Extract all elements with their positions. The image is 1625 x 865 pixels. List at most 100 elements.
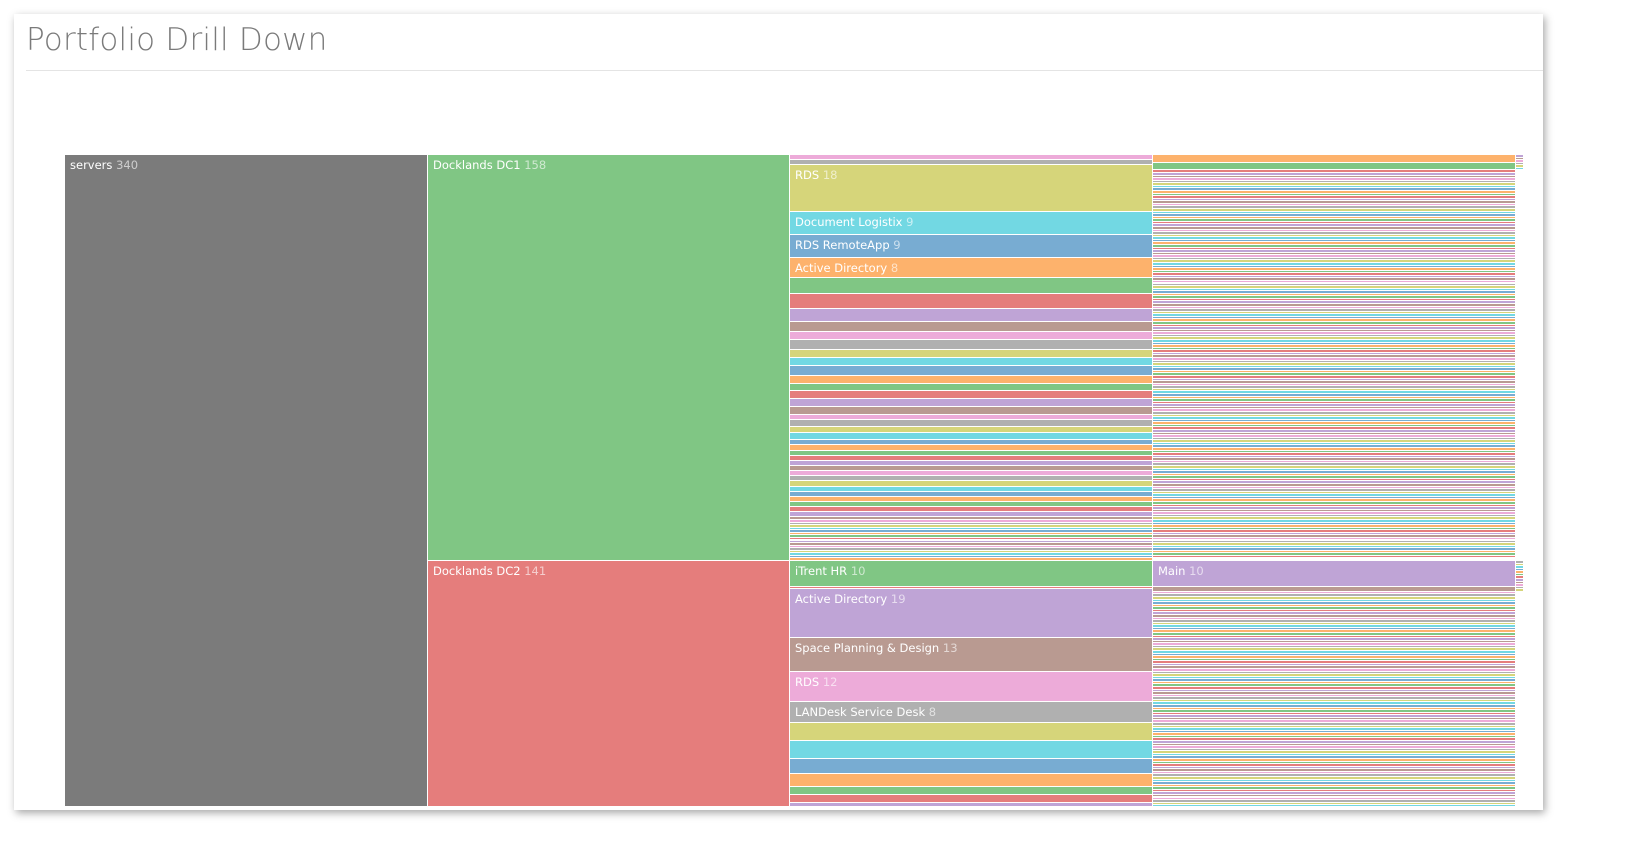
node-service-small[interactable] <box>790 391 1153 400</box>
node-component-small[interactable] <box>1153 175 1516 179</box>
node-component-small[interactable] <box>1153 648 1516 651</box>
node-component-small[interactable] <box>1153 758 1516 762</box>
node-component-small[interactable] <box>1153 365 1516 369</box>
node-component-small[interactable] <box>1153 586 1516 592</box>
node-service-small[interactable] <box>790 445 1153 451</box>
node-service-small[interactable] <box>790 722 1153 741</box>
node-service-small[interactable] <box>790 332 1153 341</box>
node-service[interactable]: Space Planning & Design 13 <box>790 638 1153 672</box>
node-component-small[interactable] <box>1153 270 1516 274</box>
node-service-small[interactable] <box>790 525 1153 528</box>
node-service-small[interactable] <box>790 491 1153 497</box>
node-service-small[interactable] <box>790 419 1153 428</box>
node-service-small[interactable] <box>790 496 1153 502</box>
node-component-small[interactable] <box>1153 517 1516 520</box>
node-component-small[interactable] <box>1153 406 1516 410</box>
node-service-small[interactable] <box>790 486 1153 492</box>
node-component-small[interactable] <box>1153 774 1516 777</box>
node-component-small[interactable] <box>1153 206 1516 209</box>
node-service-small[interactable] <box>790 450 1153 456</box>
node-component-small[interactable] <box>1153 465 1516 469</box>
node-component-small[interactable] <box>1153 756 1516 759</box>
node-service[interactable]: RDS 18 <box>790 165 1153 212</box>
node-component-small[interactable] <box>1153 540 1516 544</box>
node-service-small[interactable] <box>790 740 1153 759</box>
node-component-small[interactable] <box>1153 766 1516 770</box>
node-service-small[interactable] <box>790 414 1153 420</box>
node-component-small[interactable] <box>1153 463 1516 466</box>
node-component-small[interactable] <box>1153 753 1516 757</box>
node-component-small[interactable] <box>1153 219 1516 222</box>
node-component-small[interactable] <box>1153 265 1516 269</box>
node-leaf-small[interactable] <box>1516 589 1524 592</box>
node-component-small[interactable] <box>1153 260 1516 263</box>
node-component-small[interactable] <box>1153 530 1516 533</box>
node-component-small[interactable] <box>1153 329 1516 333</box>
node-component-small[interactable] <box>1153 548 1516 551</box>
node-leaf-small[interactable] <box>1516 165 1524 168</box>
node-component-small[interactable] <box>1153 468 1516 472</box>
node-component-small[interactable] <box>1153 489 1516 492</box>
node-component-small[interactable] <box>1153 725 1516 729</box>
node-service-small[interactable] <box>790 794 1153 803</box>
node-component-small[interactable] <box>1153 162 1516 171</box>
node-component-small[interactable] <box>1153 761 1516 765</box>
node-component-small[interactable] <box>1153 509 1516 513</box>
node-component-small[interactable] <box>1153 412 1516 415</box>
node-component-small[interactable] <box>1153 802 1516 806</box>
node-component-small[interactable] <box>1153 514 1516 518</box>
node-component-small[interactable] <box>1153 291 1516 294</box>
node-component-small[interactable] <box>1153 643 1516 646</box>
node-component-small[interactable] <box>1153 617 1516 621</box>
node-servers[interactable]: servers 340 <box>65 155 428 807</box>
node-component-small[interactable] <box>1153 630 1516 633</box>
node-component-small[interactable] <box>1153 532 1516 536</box>
node-component-small[interactable] <box>1153 789 1516 793</box>
node-component-small[interactable] <box>1153 316 1516 320</box>
node-component-small[interactable] <box>1153 388 1516 392</box>
node-service-small[interactable] <box>790 758 1153 775</box>
node-service-small[interactable] <box>790 399 1153 407</box>
node-component-small[interactable] <box>1153 710 1516 713</box>
node-leaf-small[interactable] <box>1516 568 1524 572</box>
node-component-small[interactable] <box>1153 735 1516 739</box>
node-component-small[interactable] <box>1153 455 1516 459</box>
node-component-small[interactable] <box>1153 432 1516 436</box>
node-component-small[interactable] <box>1153 501 1516 505</box>
node-component-small[interactable] <box>1153 751 1516 754</box>
node-component-small[interactable] <box>1153 602 1516 605</box>
node-component-small[interactable] <box>1153 183 1516 186</box>
node-component[interactable]: Main 10 <box>1153 561 1516 587</box>
node-service-small[interactable] <box>790 530 1153 533</box>
node-component-small[interactable] <box>1153 257 1516 261</box>
node-component-small[interactable] <box>1153 322 1516 325</box>
node-component-small[interactable] <box>1153 234 1516 238</box>
node-component-small[interactable] <box>1153 743 1516 747</box>
node-component-small[interactable] <box>1153 543 1516 546</box>
node-component-small[interactable] <box>1153 471 1516 474</box>
node-component-small[interactable] <box>1153 278 1516 281</box>
node-leaf-small[interactable] <box>1516 581 1524 585</box>
node-service-small[interactable] <box>790 322 1153 333</box>
node-component-small[interactable] <box>1153 304 1516 307</box>
node-component-small[interactable] <box>1153 221 1516 225</box>
node-service-small[interactable] <box>790 774 1153 788</box>
node-component-small[interactable] <box>1153 491 1516 495</box>
node-service-small[interactable] <box>790 358 1153 366</box>
node-component-small[interactable] <box>1153 170 1516 173</box>
node-component-small[interactable] <box>1153 787 1516 790</box>
node-component-small[interactable] <box>1153 172 1516 176</box>
node-component-small[interactable] <box>1153 280 1516 284</box>
node-component-small[interactable] <box>1153 663 1516 667</box>
node-component-small[interactable] <box>1153 373 1516 376</box>
node-component-small[interactable] <box>1153 350 1516 353</box>
node-service-small[interactable] <box>790 517 1153 520</box>
node-component-small[interactable] <box>1153 247 1516 251</box>
node-service[interactable]: Active Directory 8 <box>790 257 1153 279</box>
node-service-small[interactable] <box>790 278 1153 294</box>
node-service[interactable]: RDS RemoteApp 9 <box>790 234 1153 258</box>
node-service-small[interactable] <box>790 365 1153 376</box>
node-leaf-small[interactable] <box>1516 160 1524 163</box>
node-component-small[interactable] <box>1153 396 1516 400</box>
node-component-small[interactable] <box>1153 450 1516 454</box>
